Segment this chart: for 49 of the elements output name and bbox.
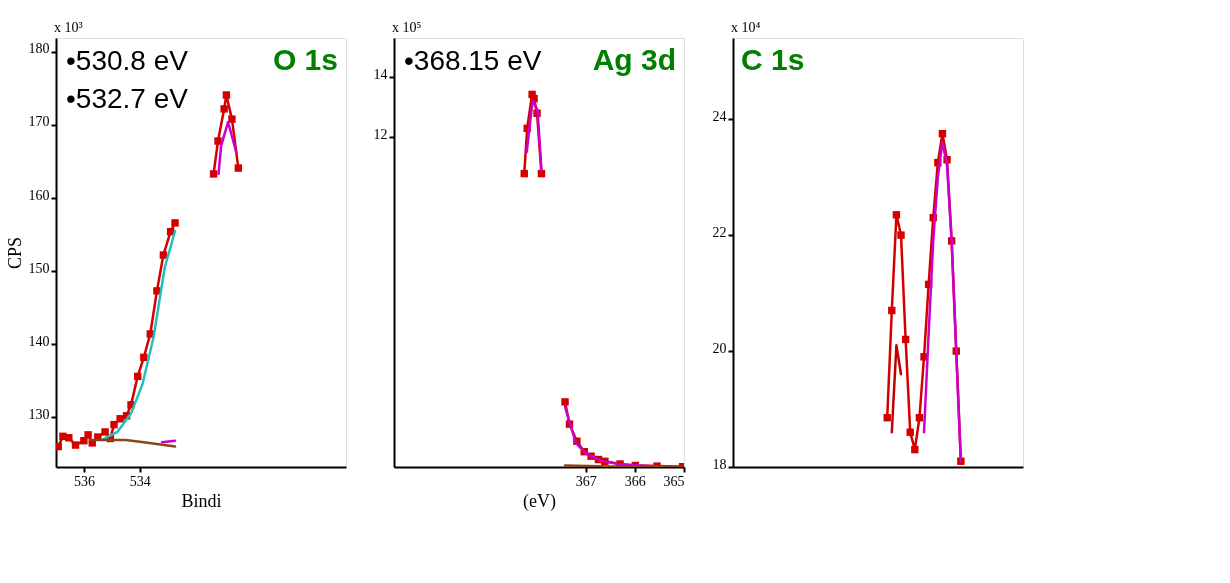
y-tick-label: 130: [28, 406, 50, 422]
x-axis-title: Bindi: [181, 490, 222, 511]
point: [883, 414, 891, 422]
point: [84, 431, 92, 439]
y-tick-label: 22: [712, 224, 727, 240]
point: [65, 434, 73, 442]
point: [209, 170, 218, 178]
chart-title: Ag 3d: [592, 43, 676, 76]
x-tick-label: 534: [129, 473, 151, 489]
annotation: •532.7 eV: [66, 83, 189, 114]
point: [71, 441, 80, 449]
text: x 10⁵: [392, 20, 422, 35]
y-tick-label: 18: [712, 456, 727, 472]
text: x 10⁴: [731, 20, 761, 35]
point: [159, 251, 168, 259]
y-tick-label: 140: [28, 333, 50, 349]
point: [888, 306, 896, 315]
text: x 10³: [54, 20, 83, 35]
point: [228, 115, 236, 123]
point: [171, 219, 179, 227]
point: [101, 428, 109, 436]
point: [892, 211, 901, 219]
point: [897, 231, 905, 239]
point: [110, 420, 118, 429]
x-tick-label: 536: [73, 473, 95, 489]
point: [234, 164, 243, 172]
annotation: •530.8 eV: [66, 45, 189, 76]
y-tick-label: 160: [28, 187, 50, 203]
x-axis-title: (eV): [523, 490, 556, 512]
y-tick-label: 170: [28, 114, 50, 130]
y-tick-label: 14: [373, 66, 388, 82]
y-tick-label: 20: [712, 340, 727, 356]
point: [220, 105, 228, 113]
point: [140, 353, 148, 362]
x-tick-label: 366: [624, 473, 646, 489]
chart-title: O 1s: [272, 43, 338, 76]
point: [911, 445, 919, 454]
line-series: [922, 141, 963, 463]
chart-title: C 1s: [741, 43, 805, 76]
y-tick-label: 12: [373, 126, 388, 142]
point: [222, 91, 231, 99]
x-tick-label: 367: [575, 473, 597, 489]
y-tick-label: 150: [28, 260, 50, 276]
point: [214, 137, 222, 145]
annotation: •368.15 eV: [404, 45, 542, 76]
x-tick-label: 365: [663, 473, 685, 489]
y-axis-title: CPS: [4, 236, 25, 270]
y-tick-label: 180: [28, 41, 50, 57]
y-tick-label: 24: [712, 108, 727, 124]
